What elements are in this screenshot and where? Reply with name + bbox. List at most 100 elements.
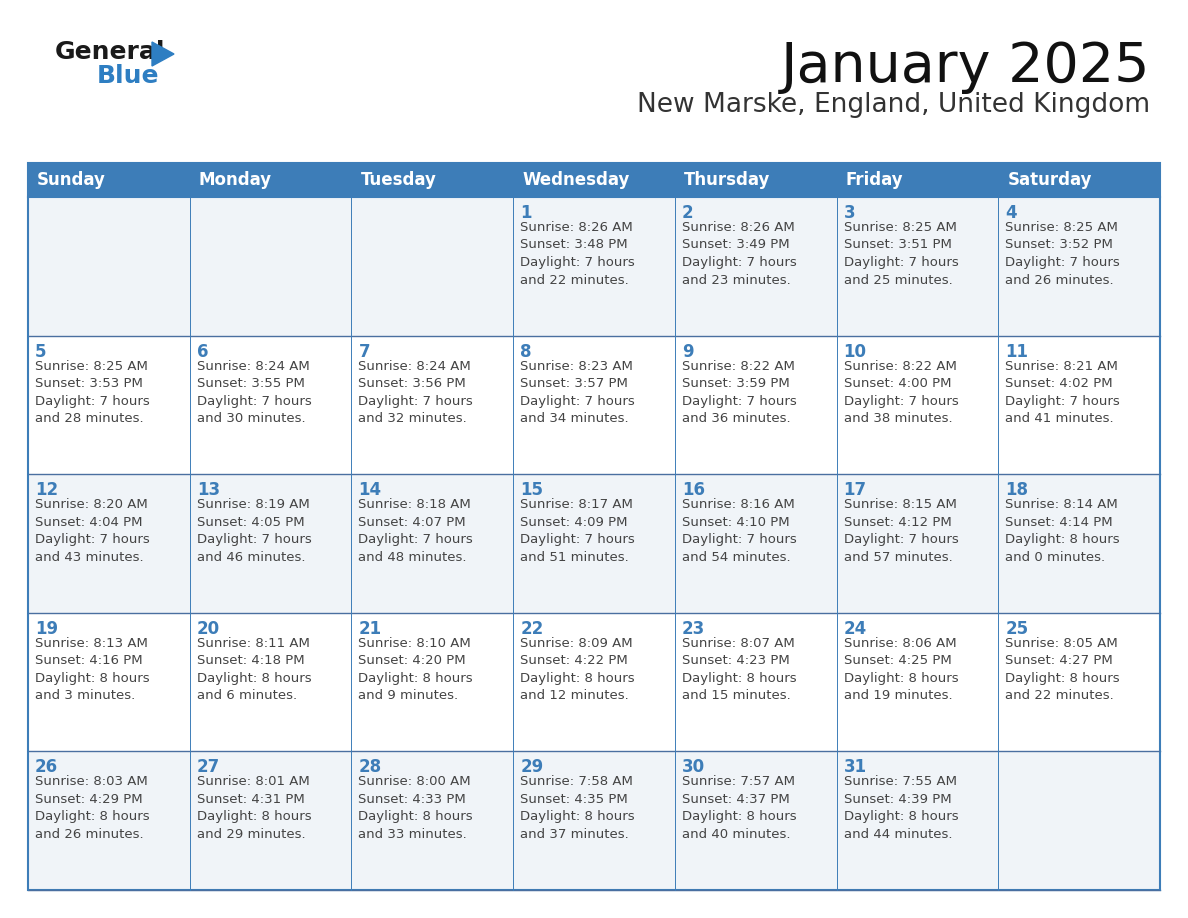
Text: 17: 17 (843, 481, 867, 499)
Text: Sunrise: 8:13 AM
Sunset: 4:16 PM
Daylight: 8 hours
and 3 minutes.: Sunrise: 8:13 AM Sunset: 4:16 PM Dayligh… (34, 637, 150, 702)
Text: 9: 9 (682, 342, 694, 361)
Text: 11: 11 (1005, 342, 1029, 361)
Text: Sunrise: 8:25 AM
Sunset: 3:53 PM
Daylight: 7 hours
and 28 minutes.: Sunrise: 8:25 AM Sunset: 3:53 PM Dayligh… (34, 360, 150, 425)
Bar (675, 163, 836, 197)
Text: Sunrise: 8:25 AM
Sunset: 3:51 PM
Daylight: 7 hours
and 25 minutes.: Sunrise: 8:25 AM Sunset: 3:51 PM Dayligh… (843, 221, 959, 286)
Text: 8: 8 (520, 342, 532, 361)
Text: Sunrise: 8:21 AM
Sunset: 4:02 PM
Daylight: 7 hours
and 41 minutes.: Sunrise: 8:21 AM Sunset: 4:02 PM Dayligh… (1005, 360, 1120, 425)
Bar (998, 336, 1159, 475)
Text: 14: 14 (359, 481, 381, 499)
Text: Sunrise: 8:03 AM
Sunset: 4:29 PM
Daylight: 8 hours
and 26 minutes.: Sunrise: 8:03 AM Sunset: 4:29 PM Dayligh… (34, 776, 150, 841)
Bar (675, 752, 836, 890)
Text: Sunrise: 7:55 AM
Sunset: 4:39 PM
Daylight: 8 hours
and 44 minutes.: Sunrise: 7:55 AM Sunset: 4:39 PM Dayligh… (843, 776, 959, 841)
Bar (513, 475, 675, 613)
Text: Sunrise: 8:25 AM
Sunset: 3:52 PM
Daylight: 7 hours
and 26 minutes.: Sunrise: 8:25 AM Sunset: 3:52 PM Dayligh… (1005, 221, 1120, 286)
Text: Sunrise: 7:57 AM
Sunset: 4:37 PM
Daylight: 8 hours
and 40 minutes.: Sunrise: 7:57 AM Sunset: 4:37 PM Dayligh… (682, 776, 796, 841)
Bar (352, 163, 513, 197)
Bar (352, 752, 513, 890)
Text: 23: 23 (682, 620, 706, 638)
Bar (352, 475, 513, 613)
Text: Friday: Friday (846, 171, 903, 189)
Text: Sunrise: 8:16 AM
Sunset: 4:10 PM
Daylight: 7 hours
and 54 minutes.: Sunrise: 8:16 AM Sunset: 4:10 PM Dayligh… (682, 498, 797, 564)
Bar (352, 613, 513, 752)
Text: Sunrise: 8:22 AM
Sunset: 3:59 PM
Daylight: 7 hours
and 36 minutes.: Sunrise: 8:22 AM Sunset: 3:59 PM Dayligh… (682, 360, 797, 425)
Bar (675, 197, 836, 336)
Text: 19: 19 (34, 620, 58, 638)
Text: 20: 20 (197, 620, 220, 638)
Text: Sunrise: 8:00 AM
Sunset: 4:33 PM
Daylight: 8 hours
and 33 minutes.: Sunrise: 8:00 AM Sunset: 4:33 PM Dayligh… (359, 776, 473, 841)
Text: 3: 3 (843, 204, 855, 222)
Text: 2: 2 (682, 204, 694, 222)
Text: Wednesday: Wednesday (523, 171, 630, 189)
Bar (513, 336, 675, 475)
Text: Sunrise: 8:05 AM
Sunset: 4:27 PM
Daylight: 8 hours
and 22 minutes.: Sunrise: 8:05 AM Sunset: 4:27 PM Dayligh… (1005, 637, 1120, 702)
Bar (29, 475, 190, 613)
Text: Sunrise: 8:15 AM
Sunset: 4:12 PM
Daylight: 7 hours
and 57 minutes.: Sunrise: 8:15 AM Sunset: 4:12 PM Dayligh… (843, 498, 959, 564)
Text: Sunrise: 8:01 AM
Sunset: 4:31 PM
Daylight: 8 hours
and 29 minutes.: Sunrise: 8:01 AM Sunset: 4:31 PM Dayligh… (197, 776, 311, 841)
Bar (675, 613, 836, 752)
Bar (190, 336, 352, 475)
Text: Sunrise: 7:58 AM
Sunset: 4:35 PM
Daylight: 8 hours
and 37 minutes.: Sunrise: 7:58 AM Sunset: 4:35 PM Dayligh… (520, 776, 634, 841)
Bar (190, 752, 352, 890)
Bar (190, 613, 352, 752)
Text: Sunrise: 8:26 AM
Sunset: 3:49 PM
Daylight: 7 hours
and 23 minutes.: Sunrise: 8:26 AM Sunset: 3:49 PM Dayligh… (682, 221, 797, 286)
Bar (675, 475, 836, 613)
Text: Sunrise: 8:18 AM
Sunset: 4:07 PM
Daylight: 7 hours
and 48 minutes.: Sunrise: 8:18 AM Sunset: 4:07 PM Dayligh… (359, 498, 473, 564)
Text: 15: 15 (520, 481, 543, 499)
Text: 7: 7 (359, 342, 369, 361)
Text: 29: 29 (520, 758, 543, 777)
Text: New Marske, England, United Kingdom: New Marske, England, United Kingdom (637, 92, 1150, 118)
Bar (998, 613, 1159, 752)
Text: Sunrise: 8:17 AM
Sunset: 4:09 PM
Daylight: 7 hours
and 51 minutes.: Sunrise: 8:17 AM Sunset: 4:09 PM Dayligh… (520, 498, 634, 564)
Text: 27: 27 (197, 758, 220, 777)
Text: Sunrise: 8:26 AM
Sunset: 3:48 PM
Daylight: 7 hours
and 22 minutes.: Sunrise: 8:26 AM Sunset: 3:48 PM Dayligh… (520, 221, 634, 286)
Bar (513, 613, 675, 752)
Text: Sunrise: 8:22 AM
Sunset: 4:00 PM
Daylight: 7 hours
and 38 minutes.: Sunrise: 8:22 AM Sunset: 4:00 PM Dayligh… (843, 360, 959, 425)
Bar (190, 475, 352, 613)
Text: 24: 24 (843, 620, 867, 638)
Text: Sunrise: 8:07 AM
Sunset: 4:23 PM
Daylight: 8 hours
and 15 minutes.: Sunrise: 8:07 AM Sunset: 4:23 PM Dayligh… (682, 637, 796, 702)
Bar (836, 163, 998, 197)
Text: Sunrise: 8:24 AM
Sunset: 3:55 PM
Daylight: 7 hours
and 30 minutes.: Sunrise: 8:24 AM Sunset: 3:55 PM Dayligh… (197, 360, 311, 425)
Text: 6: 6 (197, 342, 208, 361)
Text: Sunrise: 8:19 AM
Sunset: 4:05 PM
Daylight: 7 hours
and 46 minutes.: Sunrise: 8:19 AM Sunset: 4:05 PM Dayligh… (197, 498, 311, 564)
Text: 4: 4 (1005, 204, 1017, 222)
Text: Thursday: Thursday (684, 171, 770, 189)
Text: Sunrise: 8:06 AM
Sunset: 4:25 PM
Daylight: 8 hours
and 19 minutes.: Sunrise: 8:06 AM Sunset: 4:25 PM Dayligh… (843, 637, 959, 702)
Bar (836, 336, 998, 475)
Text: 30: 30 (682, 758, 704, 777)
Bar (29, 163, 190, 197)
Bar (29, 613, 190, 752)
Text: 16: 16 (682, 481, 704, 499)
Bar (675, 336, 836, 475)
Bar (352, 336, 513, 475)
Bar (836, 752, 998, 890)
Bar (29, 163, 1159, 890)
Text: January 2025: January 2025 (781, 40, 1150, 94)
Text: 22: 22 (520, 620, 543, 638)
Text: 1: 1 (520, 204, 532, 222)
Text: Saturday: Saturday (1007, 171, 1092, 189)
Text: 13: 13 (197, 481, 220, 499)
Bar (29, 752, 190, 890)
Bar (836, 613, 998, 752)
Bar (998, 752, 1159, 890)
Bar (998, 163, 1159, 197)
Text: 18: 18 (1005, 481, 1029, 499)
Bar (190, 197, 352, 336)
Text: 12: 12 (34, 481, 58, 499)
Bar (513, 163, 675, 197)
Text: Sunrise: 8:09 AM
Sunset: 4:22 PM
Daylight: 8 hours
and 12 minutes.: Sunrise: 8:09 AM Sunset: 4:22 PM Dayligh… (520, 637, 634, 702)
Bar (836, 197, 998, 336)
Text: 31: 31 (843, 758, 867, 777)
Text: 5: 5 (34, 342, 46, 361)
Bar (29, 336, 190, 475)
Text: Sunrise: 8:23 AM
Sunset: 3:57 PM
Daylight: 7 hours
and 34 minutes.: Sunrise: 8:23 AM Sunset: 3:57 PM Dayligh… (520, 360, 634, 425)
Text: 21: 21 (359, 620, 381, 638)
Polygon shape (152, 42, 173, 66)
Text: Sunrise: 8:11 AM
Sunset: 4:18 PM
Daylight: 8 hours
and 6 minutes.: Sunrise: 8:11 AM Sunset: 4:18 PM Dayligh… (197, 637, 311, 702)
Bar (513, 197, 675, 336)
Bar (352, 197, 513, 336)
Text: Blue: Blue (97, 64, 159, 88)
Text: 26: 26 (34, 758, 58, 777)
